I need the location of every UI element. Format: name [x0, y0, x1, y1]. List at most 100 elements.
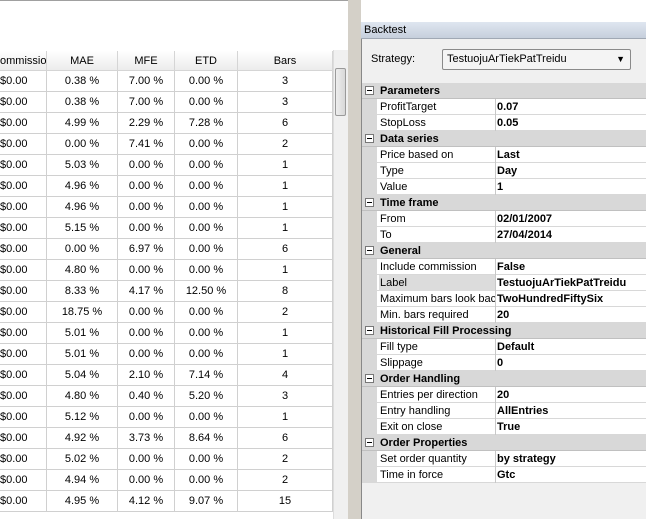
category-row[interactable]: Data series — [362, 131, 646, 147]
row-gutter — [362, 179, 377, 195]
property-row[interactable]: Entry handling AllEntries — [362, 403, 646, 419]
column-header[interactable]: ommissio — [0, 51, 47, 71]
category-row[interactable]: Parameters — [362, 83, 646, 99]
table-cell: $0.00 — [0, 113, 47, 134]
property-row[interactable]: From 02/01/2007 — [362, 211, 646, 227]
category-row[interactable]: Historical Fill Processing — [362, 323, 646, 339]
table-cell: 4.96 % — [47, 197, 118, 218]
table-cell: 3 — [238, 92, 333, 113]
property-row[interactable]: Entries per direction 20 — [362, 387, 646, 403]
table-cell: 0.00 % — [175, 155, 238, 176]
table-cell: 1 — [238, 407, 333, 428]
collapse-toggle[interactable] — [365, 326, 374, 335]
collapse-toggle[interactable] — [365, 86, 374, 95]
property-row[interactable]: Price based on Last — [362, 147, 646, 163]
column-header[interactable]: Bars — [238, 51, 333, 71]
scrollbar[interactable] — [333, 50, 348, 519]
table-cell: 5.12 % — [47, 407, 118, 428]
property-row[interactable]: StopLoss 0.05 — [362, 115, 646, 131]
table-cell: $0.00 — [0, 407, 47, 428]
table-cell: 2 — [238, 134, 333, 155]
collapse-toggle[interactable] — [365, 246, 374, 255]
table-cell: 2.10 % — [118, 365, 175, 386]
category-row[interactable]: General — [362, 243, 646, 259]
property-row[interactable]: To 27/04/2014 — [362, 227, 646, 243]
table-cell: 6 — [238, 428, 333, 449]
table-cell: $0.00 — [0, 176, 47, 197]
column-header[interactable]: ETD — [175, 51, 238, 71]
collapse-toggle[interactable] — [365, 438, 374, 447]
table-cell: 4.92 % — [47, 428, 118, 449]
category-name: Order Properties — [380, 437, 468, 449]
table-cell: $0.00 — [0, 155, 47, 176]
table-cell: 0.00 % — [175, 302, 238, 323]
table-cell: 6.97 % — [118, 239, 175, 260]
property-row[interactable]: Min. bars required 20 — [362, 307, 646, 323]
table-cell: 1 — [238, 260, 333, 281]
property-row[interactable]: Exit on close True — [362, 419, 646, 435]
property-row[interactable]: Fill type Default — [362, 339, 646, 355]
property-value: False — [497, 261, 526, 273]
property-row[interactable]: Type Day — [362, 163, 646, 179]
category-row[interactable]: Order Properties — [362, 435, 646, 451]
column-header[interactable]: MAE — [47, 51, 118, 71]
table-cell: 0.00 % — [175, 71, 238, 92]
property-row[interactable]: Label TestuojuArTiekPatTreidu — [362, 275, 646, 291]
table-cell: 8.33 % — [47, 281, 118, 302]
collapse-toggle[interactable] — [365, 198, 374, 207]
category-row[interactable]: Order Handling — [362, 371, 646, 387]
property-value: AllEntries — [497, 405, 549, 417]
table-cell: 7.41 % — [118, 134, 175, 155]
category-name: Time frame — [380, 197, 439, 209]
category-name: General — [380, 245, 421, 257]
scroll-thumb[interactable] — [335, 68, 346, 116]
table-cell: 1 — [238, 197, 333, 218]
column-header[interactable]: MFE — [118, 51, 175, 71]
row-gutter — [362, 211, 377, 227]
row-gutter — [362, 467, 377, 483]
table-cell: 0.00 % — [175, 218, 238, 239]
table-cell: 2 — [238, 470, 333, 491]
property-name: Min. bars required — [379, 307, 496, 323]
property-row[interactable]: Value 1 — [362, 179, 646, 195]
collapse-toggle[interactable] — [365, 374, 374, 383]
property-value: 20 — [497, 389, 510, 401]
row-gutter — [362, 403, 377, 419]
table-cell: 12.50 % — [175, 281, 238, 302]
category-row[interactable]: Time frame — [362, 195, 646, 211]
table-cell: 5.02 % — [47, 449, 118, 470]
table-cell: 5.01 % — [47, 323, 118, 344]
property-value: by strategy — [497, 453, 556, 465]
table-cell: 0.00 % — [47, 239, 118, 260]
property-row[interactable]: Set order quantity by strategy — [362, 451, 646, 467]
table-cell: $0.00 — [0, 344, 47, 365]
property-name: Time in force — [379, 467, 496, 483]
property-name: Type — [379, 163, 496, 179]
table-cell: 0.38 % — [47, 92, 118, 113]
property-row[interactable]: Slippage 0 — [362, 355, 646, 371]
table-cell: 4.96 % — [47, 176, 118, 197]
table-cell: 6 — [238, 239, 333, 260]
table-cell: 4.99 % — [47, 113, 118, 134]
table-cell: 0.00 % — [118, 218, 175, 239]
row-gutter — [362, 307, 377, 323]
row-gutter — [362, 451, 377, 467]
table-cell: 0.40 % — [118, 386, 175, 407]
property-value: TwoHundredFiftySix — [497, 293, 604, 305]
table-cell: 3.73 % — [118, 428, 175, 449]
trades-grid: ommissio MAE MFE ETD Bars $0.00 0.38 % 7.00 % 0.… — [0, 0, 348, 512]
table-cell: 5.03 % — [47, 155, 118, 176]
property-name: From — [379, 211, 496, 227]
property-row[interactable]: Maximum bars look bac TwoHundredFiftySix — [362, 291, 646, 307]
table-cell: $0.00 — [0, 92, 47, 113]
property-row[interactable]: Include commission False — [362, 259, 646, 275]
row-gutter — [362, 99, 377, 115]
table-cell: 5.20 % — [175, 386, 238, 407]
property-row[interactable]: ProfitTarget 0.07 — [362, 99, 646, 115]
property-row[interactable]: Time in force Gtc — [362, 467, 646, 483]
collapse-toggle[interactable] — [365, 134, 374, 143]
property-name: Value — [379, 179, 496, 195]
strategy-select[interactable]: TestuojuArTiekPatTreidu ▼ — [442, 49, 631, 70]
row-gutter — [362, 147, 377, 163]
table-cell: $0.00 — [0, 71, 47, 92]
